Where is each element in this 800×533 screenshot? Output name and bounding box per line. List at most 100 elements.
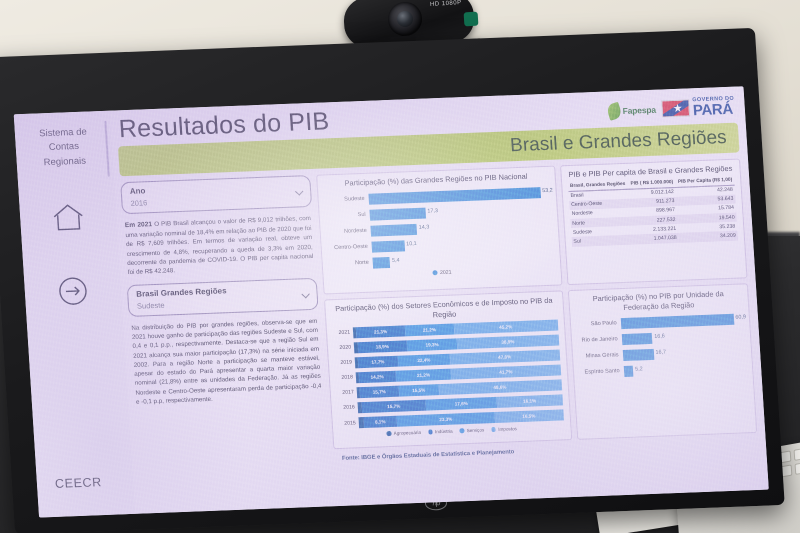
stacked-bar-segment[interactable]: 21,2% — [395, 368, 452, 382]
legend-dot-icon — [427, 429, 433, 435]
bar-track: 60,9 — [620, 313, 746, 329]
para-label: PARÁ — [692, 100, 734, 119]
chart-participacao-grandes-regioes[interactable]: Participação (%) das Grandes Regiões no … — [316, 165, 563, 295]
table-body: Brasil 9.012.142 42.248 Centro-Oeste 911.273… — [568, 185, 739, 247]
main-content: Resultados do PIB Fapespa — [109, 86, 769, 514]
table-cell: Sul — [573, 238, 582, 245]
webcam: HD 1080P D-Mirx — [336, 0, 516, 80]
bar-value-label: 5,2 — [635, 366, 643, 373]
governo-para-logo: ★ GOVERNO DO PARÁ — [661, 96, 735, 119]
bar-category-label: Sul — [357, 211, 366, 219]
legend-item[interactable]: Agropecuária — [386, 429, 422, 436]
data-table[interactable]: Brasil, Grandes Regiões PIB ( R$ 1.000.00… — [567, 176, 739, 247]
bar-category-label: Rio de Janeiro — [581, 336, 618, 344]
bar-value-label: 16,7 — [655, 349, 667, 356]
bar-category-label: Centro-Oeste — [333, 243, 368, 252]
webcam-lens-icon — [397, 11, 413, 27]
bar-track: 16,6 — [621, 329, 744, 345]
fapespa-label: Fapespa — [622, 104, 657, 116]
bar-fill[interactable] — [620, 313, 734, 329]
legend-dot-icon — [431, 270, 438, 276]
stacked-bar-year-label: 2019 — [340, 359, 353, 367]
bar-category-label: Espírito Santo — [584, 368, 620, 376]
stacked-bar-segment[interactable]: 16,1% — [496, 394, 563, 408]
region-filter[interactable]: Brasil Grandes Regiões Sudeste — [126, 277, 319, 317]
stacked-bars: 2021 21,3% 21,2% 45,2% 2020 18,9% 19,3% 38,9% 20… — [333, 318, 564, 429]
stacked-bar-segment[interactable]: 47,8% — [449, 349, 560, 365]
bar-track: 5,2 — [623, 361, 746, 377]
stacked-bar-segment[interactable]: 14,2% — [358, 370, 397, 383]
home-icon[interactable] — [47, 196, 89, 237]
horizontal-bars: Sudeste 53,2 Sul 17,3 Nordeste 14,3 Centro-Oes… — [324, 185, 553, 270]
flag-star-icon: ★ — [672, 102, 684, 116]
bar-fill[interactable] — [371, 239, 405, 253]
bar-category-label: Nordeste — [343, 227, 367, 235]
screen[interactable]: Sistema de Contas Regionais — [13, 86, 769, 518]
bar-fill[interactable] — [623, 365, 634, 377]
bar-value-label: 16,6 — [654, 333, 666, 340]
summary-heading: Em 2021 — [124, 221, 153, 230]
bar-category-label: Minas Gerais — [585, 352, 619, 360]
legend-entry-label: Indústria — [434, 428, 453, 435]
chart-title: Participação (%) no PIB por Unidade da F… — [592, 289, 725, 312]
stacked-bar-segment[interactable]: 17,6% — [425, 396, 498, 411]
left-column: Ano 2016 Em 2021 O PIB Brasil alcançou o… — [120, 175, 330, 508]
summary-body-2: Na distribuição do PIB por grandes regiõ… — [131, 317, 322, 406]
legend-entry-label: Agropecuária — [393, 429, 422, 436]
chart-setores-economicos[interactable]: Participação (%) dos Setores Econômicos … — [323, 290, 572, 450]
stacked-bar-segment[interactable]: 15,5% — [398, 384, 439, 397]
stacked-bar-segment[interactable]: 45,2% — [453, 319, 558, 335]
legend-dot-icon — [491, 427, 496, 432]
bar-value-label: 17,3 — [427, 207, 439, 214]
stacked-bar-year-label: 2017 — [342, 389, 355, 397]
legend-dot-icon — [459, 428, 465, 433]
legend-item[interactable]: Indústria — [427, 428, 453, 435]
stacked-bar-segment[interactable]: 21,2% — [404, 323, 455, 336]
stacked-bar-segment[interactable]: 15,7% — [361, 399, 426, 414]
bar-fill[interactable] — [368, 186, 541, 205]
stacked-bar-year-label: 2018 — [341, 374, 354, 382]
bar-value-label: 5,4 — [391, 257, 400, 264]
para-flag-icon: ★ — [661, 99, 691, 118]
stacked-bar-segment[interactable]: 38,9% — [456, 334, 559, 349]
stacked-bar-segment[interactable]: 19,3% — [406, 338, 458, 351]
bar-category-label: Sudeste — [344, 195, 365, 203]
stacked-bar-segment[interactable]: 15,7% — [359, 385, 400, 399]
year-filter[interactable]: Ano 2016 — [120, 175, 313, 215]
stacked-bar-segment[interactable]: 41,7% — [450, 364, 561, 380]
chart-participacao-uf[interactable]: Participação (%) no PIB por Unidade da F… — [567, 283, 758, 441]
sidebar-rail: Sistema de Contas Regionais — [13, 110, 136, 518]
legend-item[interactable]: Impostos — [491, 426, 517, 432]
horizontal-bars: São Paulo 60,9 Rio de Janeiro 16,6 Minas Ger… — [576, 312, 746, 379]
logo-group: Fapespa ★ GOVERNO DO — [605, 93, 735, 121]
stacked-bar-segment[interactable]: 18,9% — [357, 339, 408, 353]
arrow-right-circle-icon[interactable] — [52, 270, 94, 311]
monitor: hp Sistema de Contas Regionais — [0, 7, 800, 533]
table-cell: 34.209 — [719, 232, 736, 240]
bar-row[interactable]: Espírito Santo 5,2 — [579, 360, 746, 379]
stacked-bar-segment[interactable]: 17,7% — [357, 355, 399, 368]
bar-fill[interactable] — [369, 207, 426, 221]
legend-item[interactable]: Serviços — [459, 427, 484, 433]
rail-footer-label: CEECR — [54, 475, 103, 491]
bar-fill[interactable] — [372, 256, 391, 269]
bar-category-label: Norte — [354, 259, 369, 267]
stacked-bar-segment[interactable]: 21,3% — [355, 324, 406, 338]
rail-icon-list — [19, 195, 122, 312]
legend-entry-label: Serviços — [466, 427, 485, 433]
stacked-bar-segment[interactable]: 16,5% — [494, 409, 564, 424]
stacked-bar-segment[interactable]: 8,1% — [363, 415, 398, 429]
stacked-bar-segment[interactable]: 22,4% — [397, 353, 450, 367]
legend-dot-icon — [386, 431, 392, 436]
bar-fill[interactable] — [621, 332, 653, 345]
table-pib-per-capita[interactable]: PIB e PIB Per capita de Brasil e Grandes… — [559, 158, 748, 286]
bar-fill[interactable] — [622, 348, 654, 361]
stacked-bar-segment[interactable]: 48,6% — [438, 379, 562, 396]
summary-text-2: Na distribuição do PIB por grandes regiõ… — [129, 314, 324, 409]
bar-value-label: 10,1 — [406, 240, 417, 247]
bar-fill[interactable] — [370, 223, 418, 237]
stacked-bar-segment[interactable]: 23,3% — [396, 412, 495, 427]
fapespa-logo: Fapespa — [605, 101, 657, 121]
bar-value-label: 14,3 — [418, 223, 430, 231]
